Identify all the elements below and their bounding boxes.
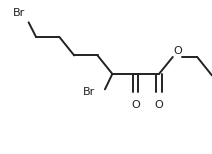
Text: O: O bbox=[131, 100, 140, 110]
Text: O: O bbox=[174, 46, 183, 56]
Text: Br: Br bbox=[83, 87, 95, 97]
Text: Br: Br bbox=[13, 8, 25, 18]
Text: O: O bbox=[155, 100, 163, 110]
